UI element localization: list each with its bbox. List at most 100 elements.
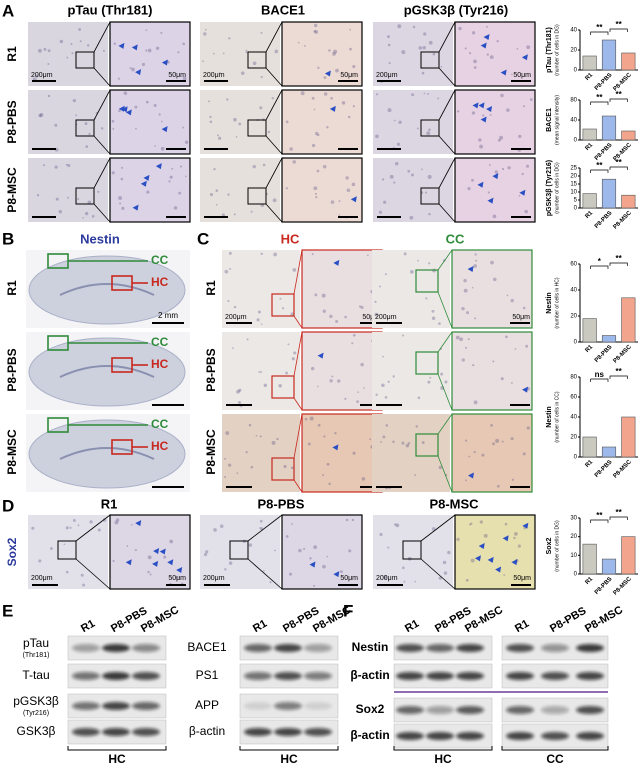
- micrograph: [109, 21, 191, 87]
- arrowhead: [522, 386, 529, 393]
- arrowhead: [500, 69, 507, 76]
- cell-speck: [427, 380, 431, 384]
- cell-speck: [349, 47, 352, 51]
- x-tick-label: P8-MSC: [613, 344, 634, 365]
- cell-speck: [278, 383, 282, 388]
- cell-speck: [501, 167, 505, 171]
- arrowhead: [467, 266, 474, 273]
- chart-y-sublabel: (number of cells in DG): [554, 162, 560, 214]
- lane-label: R1: [403, 618, 421, 635]
- cell-speck: [493, 277, 497, 282]
- cell-speck: [177, 51, 180, 54]
- scale-label: 50μm: [362, 314, 380, 321]
- cell-speck: [330, 200, 335, 204]
- arrowhead: [519, 189, 526, 196]
- zoom-line: [247, 514, 283, 542]
- cell-speck: [352, 333, 356, 337]
- y-tick-label: 5: [574, 198, 578, 204]
- cell-speck: [54, 165, 58, 169]
- cell-speck: [58, 210, 63, 214]
- scale-label: 50μm: [168, 575, 186, 582]
- cell-speck: [297, 41, 300, 44]
- scale-label: 50μm: [513, 72, 531, 79]
- blot-band: [304, 644, 332, 652]
- row-label: P8-MSC: [5, 429, 19, 475]
- cell-speck: [510, 437, 514, 441]
- cell-speck: [337, 379, 341, 383]
- cell-speck: [219, 72, 222, 75]
- cell-speck: [521, 172, 524, 176]
- arrowhead: [176, 566, 183, 573]
- blot-sublabel: (Thr181): [23, 652, 50, 659]
- cell-speck: [293, 351, 297, 355]
- cell-speck: [160, 31, 163, 34]
- cell-speck: [184, 140, 189, 144]
- cell-speck: [311, 96, 315, 100]
- cell-speck: [233, 213, 236, 216]
- cell-speck: [345, 176, 349, 180]
- arrowhead: [467, 472, 474, 479]
- cell-speck: [224, 269, 229, 274]
- cell-speck: [233, 117, 237, 122]
- blot-band: [102, 672, 130, 680]
- cell-speck: [119, 202, 122, 205]
- panel-letter: C: [197, 229, 209, 248]
- cell-speck: [352, 451, 356, 455]
- cell-speck: [468, 455, 471, 458]
- cell-speck: [323, 92, 328, 96]
- zoom-line: [265, 67, 283, 87]
- cell-speck: [349, 28, 352, 31]
- cell-speck: [396, 142, 401, 146]
- cell-speck: [290, 312, 295, 317]
- cell-speck: [287, 343, 290, 346]
- cell-speck: [496, 39, 499, 43]
- significance-label: **: [616, 158, 623, 167]
- cell-speck: [382, 435, 386, 439]
- inset-box: [415, 351, 439, 375]
- blot-band: [102, 644, 130, 652]
- cell-speck: [102, 49, 106, 52]
- blot-band: [244, 644, 272, 652]
- chart-y-label: Nestin: [546, 292, 553, 313]
- arrowhead: [472, 102, 479, 109]
- cell-speck: [323, 76, 327, 79]
- cell-speck: [63, 543, 66, 546]
- panel-letter: A: [2, 1, 14, 20]
- blot-band: [456, 706, 484, 714]
- cell-speck: [134, 549, 137, 552]
- blot-band: [426, 672, 454, 680]
- cell-speck: [472, 363, 475, 367]
- cell-speck: [91, 215, 95, 218]
- cell-speck: [347, 115, 351, 119]
- cell-speck: [313, 23, 318, 28]
- cell-speck: [282, 307, 285, 310]
- column-header: CC: [446, 231, 465, 246]
- cell-speck: [514, 348, 517, 350]
- arrowhead: [478, 102, 485, 109]
- cell-speck: [351, 182, 356, 187]
- cell-speck: [438, 322, 441, 325]
- bar: [621, 194, 636, 209]
- cell-speck: [329, 314, 333, 319]
- chart-y-label: BACE1: [546, 108, 553, 132]
- cell-speck: [228, 251, 232, 255]
- cell-speck: [497, 138, 501, 142]
- y-tick-label: 10: [570, 190, 577, 196]
- cell-speck: [329, 379, 333, 383]
- arrowhead: [521, 54, 528, 61]
- inset-box: [402, 540, 422, 560]
- bar: [601, 558, 617, 575]
- cell-speck: [467, 187, 471, 191]
- cell-speck: [505, 335, 508, 339]
- cell-speck: [326, 555, 329, 558]
- cell-speck: [263, 383, 268, 388]
- y-tick-label: 0: [574, 68, 578, 74]
- cell-speck: [259, 519, 263, 523]
- cell-speck: [49, 547, 53, 550]
- blot-label: Sox2: [356, 702, 385, 716]
- blot-band: [576, 706, 604, 714]
- zoom-line: [293, 479, 303, 493]
- chart-y-sublabel: (number of cells in DG): [554, 24, 560, 76]
- cell-speck: [313, 545, 318, 549]
